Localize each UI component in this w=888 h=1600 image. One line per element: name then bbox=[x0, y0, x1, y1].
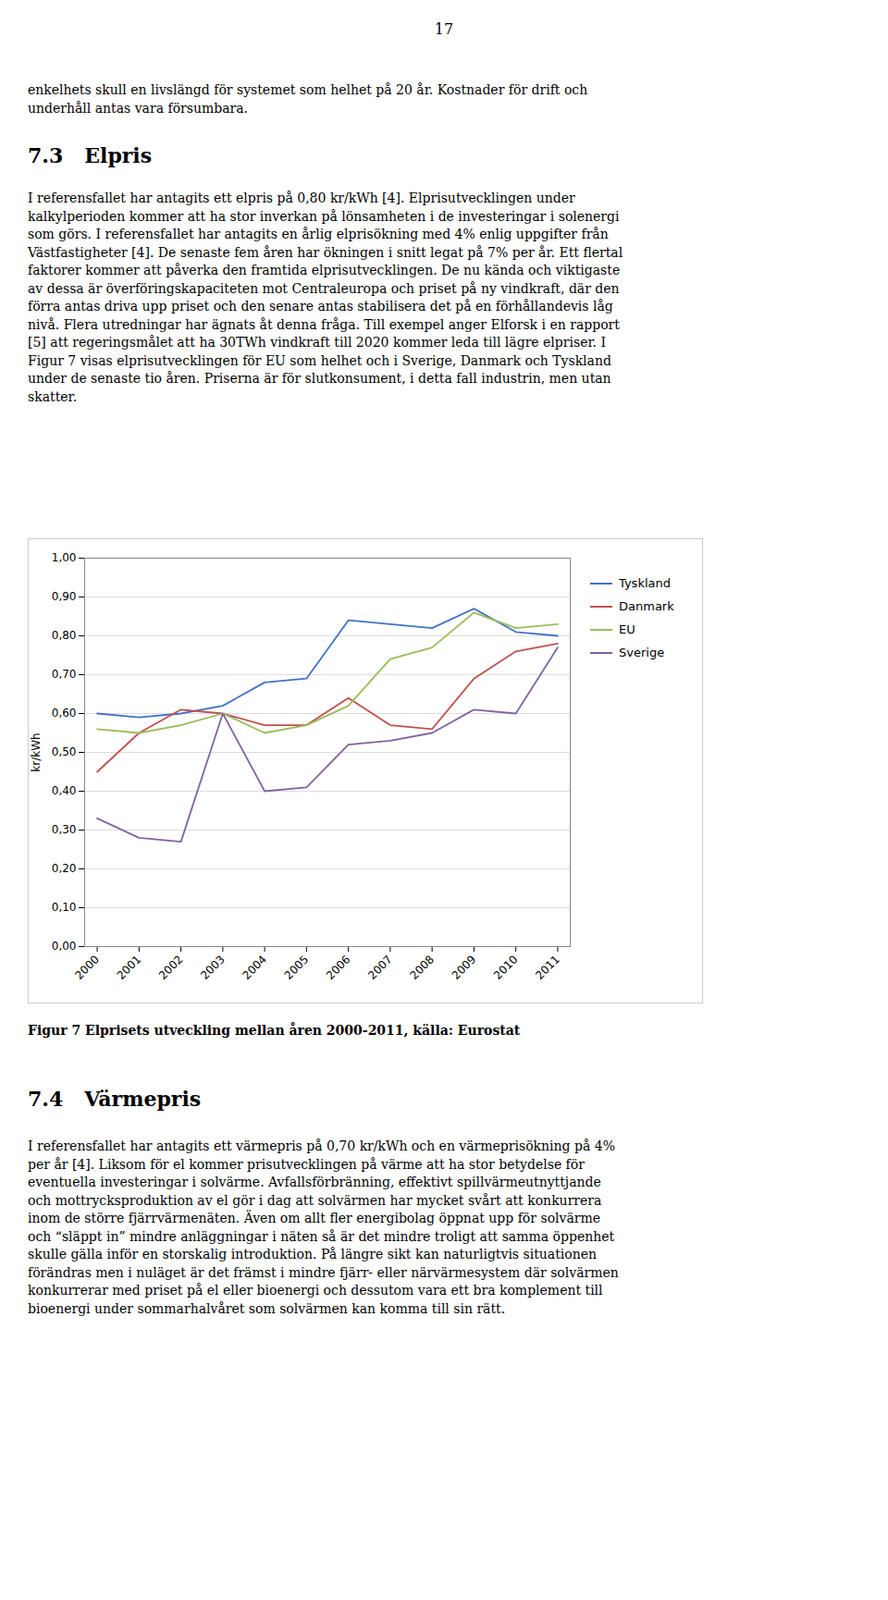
html-text:per år [4]. Liksom för el komm: per år [4]. Liksom för el kommer prisutv… bbox=[27, 1156, 585, 1172]
html-text:och “släppt in” mindre anläggn: och “släppt in” mindre anläggningar i nä… bbox=[27, 1228, 615, 1244]
svg-text:2009: 2009 bbox=[449, 952, 479, 982]
svg-text:1,00: 1,00 bbox=[51, 551, 77, 565]
svg-text:0,60: 0,60 bbox=[51, 706, 77, 720]
html-text:av dessa är överföringskapacit: av dessa är överföringskapaciteten mot C… bbox=[27, 280, 620, 296]
html-text:Figur 7 Elprisets utveckling m: Figur 7 Elprisets utveckling mellan åren… bbox=[27, 1023, 521, 1038]
svg-text:0,30: 0,30 bbox=[51, 823, 77, 837]
svg-text:2004: 2004 bbox=[239, 952, 269, 982]
html-text:Västfastigheter [4]. De senast: Västfastigheter [4]. De senaste fem åren… bbox=[27, 244, 623, 260]
html-text:I referensfallet har antagits: I referensfallet har antagits ett värmep… bbox=[27, 1138, 616, 1154]
svg-text:0,80: 0,80 bbox=[51, 629, 77, 642]
svg-text:2000: 2000 bbox=[72, 952, 101, 982]
svg-text:2005: 2005 bbox=[282, 952, 311, 982]
html-text:faktorer kommer att påverka de: faktorer kommer att påverka den framtida… bbox=[27, 262, 620, 278]
svg-text:2002: 2002 bbox=[156, 952, 185, 982]
svg-text:2010: 2010 bbox=[491, 952, 520, 982]
html-text:konkurrerar med priset på el e: konkurrerar med priset på el eller bioen… bbox=[27, 1282, 603, 1298]
html-text:inom de större fjärrvärmenäten: inom de större fjärrvärmenäten. Även om … bbox=[27, 1210, 601, 1226]
svg-text:0,00: 0,00 bbox=[51, 939, 77, 953]
html-text:förändras men i nuläget är det: förändras men i nuläget är det främst i … bbox=[27, 1264, 619, 1280]
html-text:Tyskland: Tyskland bbox=[618, 576, 671, 591]
html-text:och mottrycksproduktion av el: och mottrycksproduktion av el gör i dag … bbox=[27, 1192, 602, 1208]
html-text:EU: EU bbox=[618, 622, 636, 637]
svg-text:0,90: 0,90 bbox=[51, 590, 77, 604]
html-text:skulle gälla inför en storskal: skulle gälla inför en storskalig introdu… bbox=[27, 1246, 597, 1262]
svg-text:0,50: 0,50 bbox=[51, 745, 77, 759]
html-text:underhåll antas vara försumbar: underhåll antas vara försumbara. bbox=[27, 100, 248, 116]
html-text:enkelhets skull en livslängd f: enkelhets skull en livslängd för systeme… bbox=[27, 82, 588, 98]
html-text:Figur 7 visas elprisutveckling: Figur 7 visas elprisutvecklingen för EU … bbox=[27, 352, 612, 368]
svg-text:0,40: 0,40 bbox=[51, 784, 77, 798]
html-text:I referensfallet har antagits: I referensfallet har antagits ett elpris… bbox=[27, 190, 576, 206]
html-text:skatter.: skatter. bbox=[27, 388, 77, 404]
html-text:7.4 Värmepris: 7.4 Värmepris bbox=[27, 1086, 201, 1111]
svg-text:0,20: 0,20 bbox=[51, 862, 77, 876]
html-text:Danmark: Danmark bbox=[618, 599, 675, 614]
svg-text:0,10: 0,10 bbox=[51, 900, 77, 914]
html-text:kalkylperioden kommer att ha s: kalkylperioden kommer att ha stor inverk… bbox=[27, 208, 620, 224]
svg-text:2001: 2001 bbox=[114, 952, 144, 982]
svg-text:2007: 2007 bbox=[365, 952, 395, 982]
svg-text:0,70: 0,70 bbox=[51, 667, 77, 681]
html-text:eventuella investeringar i sol: eventuella investeringar i solvärme. Avf… bbox=[27, 1174, 602, 1190]
html-text:7.3 Elpris: 7.3 Elpris bbox=[27, 143, 152, 168]
svg-text:kr/kWh: kr/kWh bbox=[29, 732, 43, 772]
html-text:under de senaste tio åren. Pri: under de senaste tio åren. Priserna är f… bbox=[27, 370, 612, 386]
html-text:Sverige: Sverige bbox=[618, 645, 665, 660]
html-text:nivå. Flera utredningar har äg: nivå. Flera utredningar har ägnats åt de… bbox=[27, 316, 620, 332]
html-text:bioenergi under sommarhalvåret: bioenergi under sommarhalvåret som solvä… bbox=[27, 1301, 506, 1316]
html-text:[5] att regeringsmålet att ha: [5] att regeringsmålet att ha 30TWh vind… bbox=[27, 334, 606, 350]
svg-text:2011: 2011 bbox=[532, 952, 562, 982]
svg-text:2006: 2006 bbox=[323, 952, 353, 982]
html-text:förra antas driva upp priset o: förra antas driva upp priset och den sen… bbox=[27, 298, 613, 314]
html-text:som görs. I referensfallet har: som görs. I referensfallet har antagits … bbox=[27, 226, 609, 242]
svg-text:2008: 2008 bbox=[407, 952, 436, 982]
svg-text:2003: 2003 bbox=[197, 952, 227, 982]
html-text:17: 17 bbox=[434, 20, 454, 38]
